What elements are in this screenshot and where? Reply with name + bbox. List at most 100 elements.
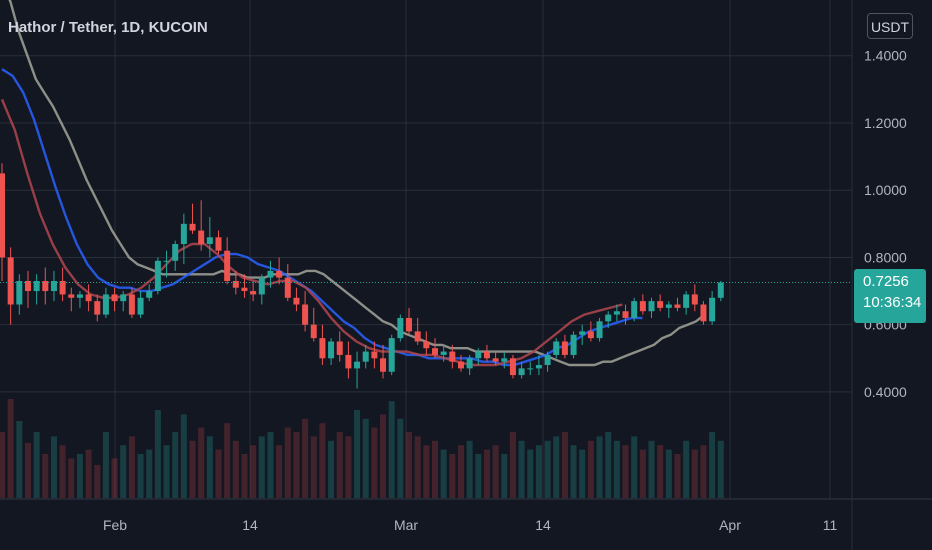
volume-bar [354,410,361,498]
volume-bar [639,449,646,498]
volume-bar [328,440,335,498]
candle-body [111,294,118,302]
time-tick-label: Feb [103,517,127,533]
candle-body [483,351,490,359]
candle-body [613,311,620,315]
candle-body [146,291,153,298]
candle-body [215,237,222,251]
candle-body [102,294,109,315]
volume-bar [717,440,724,498]
volume-bar [483,449,490,498]
time-tick-label: Apr [719,517,741,533]
candle-body [258,277,265,295]
candle-body [276,270,283,278]
volume-bar [276,445,283,498]
candle-body [700,304,707,322]
time-tick-label: 14 [242,517,258,533]
time-tick-label: 11 [823,517,838,533]
time-axis[interactable]: Feb 14 Mar 14 Apr 11 [103,517,838,533]
price-tick-label: 1.0000 [864,182,907,198]
moving-average-line [8,0,706,367]
price-tick-label: 1.2000 [864,115,907,131]
candle-body [172,243,179,261]
volume-bar [163,445,170,498]
moving-average-line [1,68,643,367]
candle-body [189,223,196,231]
candle-body [475,351,482,359]
candle-body [579,331,586,335]
volume-bar [336,432,343,498]
time-tick-label: Mar [394,517,418,533]
volume-bar [665,449,672,498]
volume-bar [501,454,508,498]
candle-body [206,237,213,244]
candle-body [717,282,724,298]
candle-body [535,365,542,369]
candle-body [120,294,127,302]
candle-body [587,331,594,339]
volume-bar [440,449,447,498]
candle-body [224,250,231,281]
volume-bar [527,449,534,498]
candle-body [501,358,508,362]
candle-body [128,294,135,315]
candle-body [319,338,326,359]
candle-body [328,341,335,359]
candle-body [605,314,612,322]
candle-body [354,361,361,369]
candle-body [85,294,92,302]
candle-body [241,287,248,292]
volume-bar [709,432,716,498]
candle-body [33,280,40,292]
currency-button[interactable]: USDT [867,13,913,39]
volume-bar [215,449,222,498]
candle-body [267,270,274,278]
last-price-label: 0.7256 10:36:34 [854,269,926,324]
volume-bar [319,423,326,498]
volume-bar [206,436,213,498]
candle-body [94,301,101,315]
volume-bar [674,454,681,498]
candle-body [449,351,456,362]
volume-bar [518,440,525,498]
candle-body [42,280,49,292]
price-tick-label: 0.8000 [864,249,907,265]
price-tick-label: 0.4000 [864,384,907,400]
volume-bar [258,436,265,498]
chart-grid [0,0,932,500]
volume-bar [50,436,57,498]
volume-bar [310,436,317,498]
candle-body [631,301,638,318]
volume-bar [198,427,205,498]
candle-body [302,304,309,325]
volume-bar [102,432,109,498]
time-tick-label: 14 [535,517,551,533]
volume-bar [33,432,40,498]
volume-bars [0,399,724,498]
volume-bar [16,421,23,498]
volume-bar [657,445,664,498]
volume-bar [648,440,655,498]
volume-bar [172,432,179,498]
candle-body [163,260,170,262]
candle-body [639,301,646,312]
candle-body [665,304,672,308]
volume-bar [224,423,231,498]
candle-body [16,280,23,305]
volume-bar [0,432,5,498]
volume-bar [267,432,274,498]
volume-bar [302,418,309,498]
candle-body [232,280,239,288]
volume-bar [59,445,66,498]
candle-body [622,311,629,318]
candle-body [440,351,447,355]
volume-bar [371,427,378,498]
candle-body [432,348,438,355]
volume-bar [570,445,577,498]
candle-body [362,351,369,362]
candle-body [457,361,464,369]
volume-bar [345,436,352,498]
volume-bar [475,454,482,498]
volume-bar [85,449,92,498]
